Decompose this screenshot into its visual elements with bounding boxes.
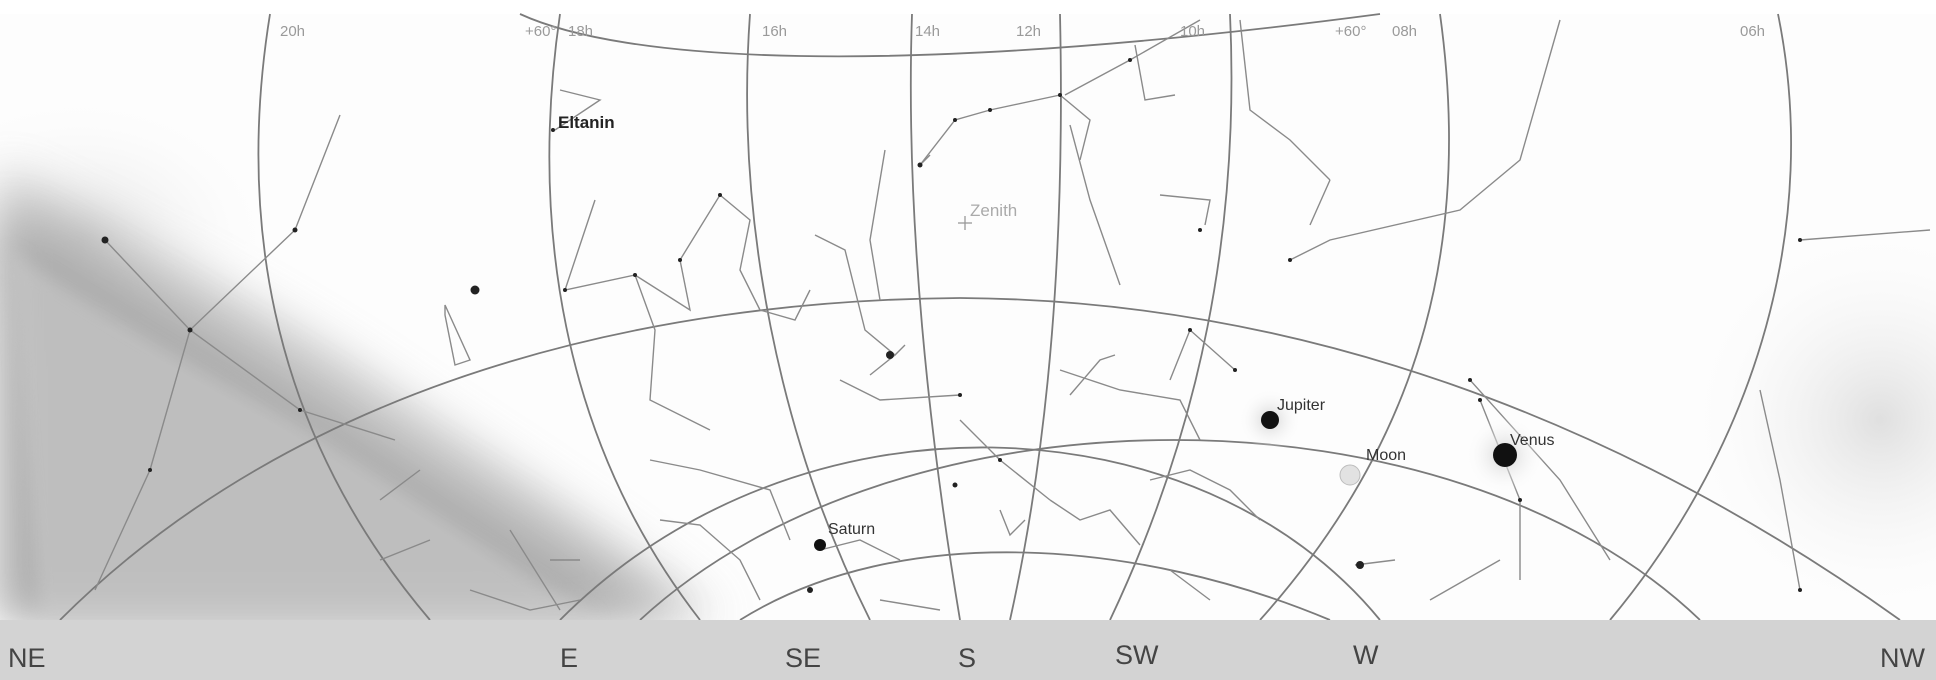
- planets: [807, 388, 1545, 593]
- eltanin-label[interactable]: Eltanin: [558, 113, 615, 132]
- compass-ne: NE: [8, 643, 46, 673]
- jupiter-label[interactable]: Jupiter: [1277, 397, 1326, 414]
- moon-disc: [1339, 464, 1361, 486]
- jupiter-disc: [1261, 411, 1279, 429]
- zenith-label: Zenith: [970, 201, 1017, 220]
- bright-star: [470, 285, 480, 295]
- ra-dec-grid: [59, 13, 1901, 621]
- stars: [101, 58, 1802, 592]
- venus-label[interactable]: Venus: [1510, 432, 1554, 449]
- dec-label-plus60-right: +60°: [1335, 23, 1366, 40]
- ra-label-08h: 08h: [1392, 23, 1417, 40]
- milky-way: [0, 90, 1936, 620]
- ra-label-16h: 16h: [762, 23, 787, 40]
- ra-label-10h: 10h: [1180, 23, 1205, 40]
- compass-nw: NW: [1880, 643, 1925, 673]
- bright-star: [886, 351, 894, 359]
- venus-disc: [1493, 443, 1517, 467]
- ra-label-12h: 12h: [1016, 23, 1041, 40]
- ra-label-18h: 18h: [568, 23, 593, 40]
- ra-label-14h: 14h: [915, 23, 940, 40]
- horizon-band: [0, 620, 1936, 680]
- compass-s: S: [958, 643, 976, 673]
- saturn-disc: [814, 539, 826, 551]
- dec-label-plus60-left: +60°: [525, 23, 556, 40]
- ra-label-20h: 20h: [280, 23, 305, 40]
- bright-star: [1356, 561, 1364, 569]
- zenith-marker: [958, 216, 972, 230]
- moon-label[interactable]: Moon: [1366, 447, 1406, 464]
- ra-label-06h: 06h: [1740, 23, 1765, 40]
- compass-w: W: [1353, 640, 1379, 670]
- compass-se: SE: [785, 643, 821, 673]
- top-margin: [0, 0, 1936, 14]
- saturn-label[interactable]: Saturn: [828, 521, 875, 538]
- compass-sw: SW: [1115, 640, 1159, 670]
- compass-e: E: [560, 643, 578, 673]
